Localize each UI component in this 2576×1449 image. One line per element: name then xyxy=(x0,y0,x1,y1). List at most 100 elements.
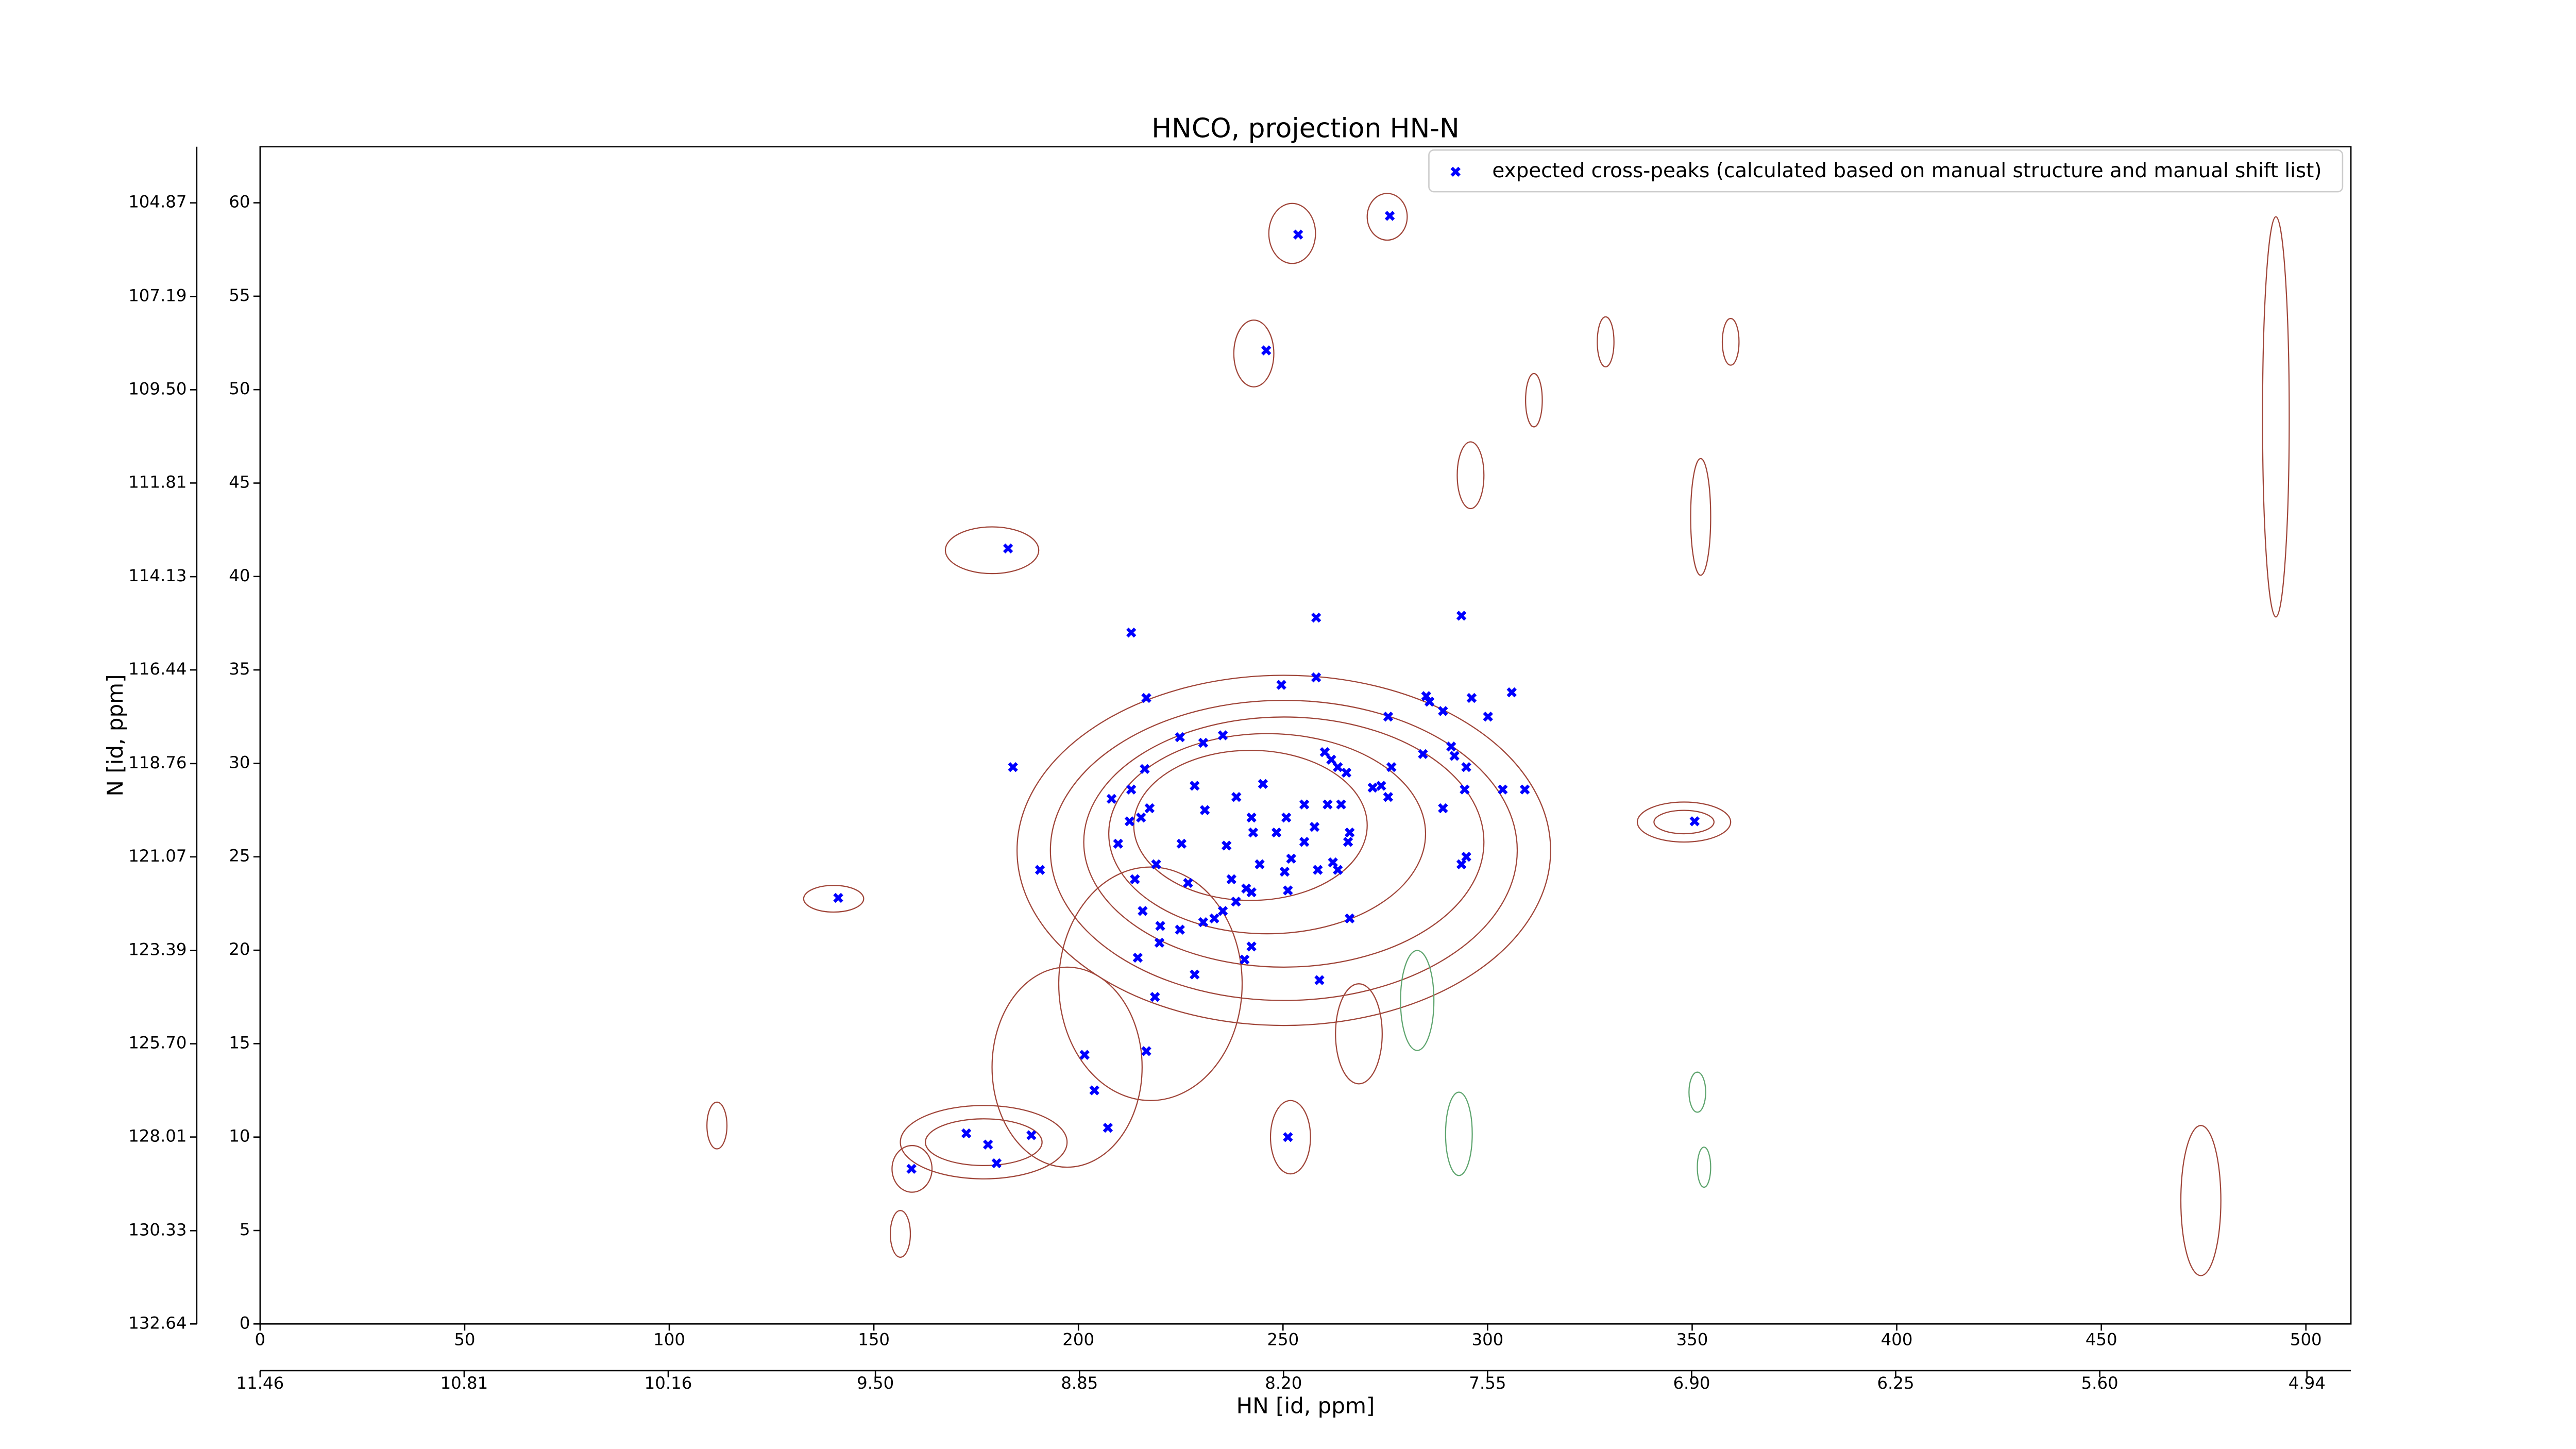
y-tick-label: 45 xyxy=(229,472,250,492)
x-tick-label: 500 xyxy=(2290,1330,2322,1350)
cross-peak xyxy=(1283,885,1293,896)
cross-peak xyxy=(1079,1050,1090,1060)
cross-peak xyxy=(1141,693,1151,703)
cross-peak xyxy=(1113,838,1123,849)
cross-peak xyxy=(1386,762,1397,772)
cross-peak xyxy=(1418,749,1428,760)
cross-peak xyxy=(1155,921,1165,931)
cross-peak xyxy=(1132,952,1143,963)
cross-peak xyxy=(1136,812,1146,823)
x2-tick-label: 11.46 xyxy=(236,1373,284,1393)
cross-peak xyxy=(1506,687,1517,698)
cross-peak xyxy=(1246,887,1257,898)
cross-peak xyxy=(1384,211,1395,221)
cross-peak xyxy=(1183,878,1193,888)
cross-peak xyxy=(1149,991,1160,1002)
cross-peak xyxy=(1026,1130,1037,1140)
x-axis-label: HN [id, ppm] xyxy=(1236,1393,1375,1419)
y2-tick-label: 130.33 xyxy=(128,1220,187,1239)
cross-peak xyxy=(1438,803,1448,814)
cross-peak xyxy=(1103,1122,1113,1133)
x2-tick-label: 4.94 xyxy=(2289,1373,2326,1393)
cross-peak xyxy=(1151,859,1161,869)
y-tick-label: 20 xyxy=(229,939,250,959)
cross-peak xyxy=(1438,706,1448,716)
cross-peak xyxy=(1311,672,1321,683)
cross-peak xyxy=(1689,816,1700,827)
cross-peak xyxy=(1345,827,1355,838)
y-tick-label: 5 xyxy=(240,1220,250,1239)
x-tick-label: 100 xyxy=(653,1330,685,1350)
cross-peak xyxy=(1198,737,1209,748)
cross-peak xyxy=(1271,827,1282,838)
cross-peak xyxy=(1293,229,1303,240)
cross-peak xyxy=(1314,975,1325,985)
y-tick-label: 55 xyxy=(229,285,250,305)
cross-peak xyxy=(1309,821,1320,832)
cross-peak xyxy=(1319,747,1330,757)
chart-title: HNCO, projection HN-N xyxy=(1151,113,1460,144)
cross-peak xyxy=(1343,836,1353,847)
cross-peak xyxy=(1276,680,1286,690)
cross-peak xyxy=(1456,611,1467,621)
cross-peak xyxy=(1345,913,1355,924)
cross-peak xyxy=(1328,857,1338,868)
cross-peak xyxy=(1332,762,1343,772)
x2-tick-label: 10.16 xyxy=(645,1373,692,1393)
x2-tick-label: 5.60 xyxy=(2081,1373,2119,1393)
cross-peak xyxy=(1126,627,1137,638)
cross-peak xyxy=(1449,751,1460,761)
cross-peak xyxy=(1332,865,1343,875)
y2-tick-label: 121.07 xyxy=(128,846,187,866)
cross-peak xyxy=(1299,799,1310,810)
cross-peak xyxy=(1141,1046,1151,1056)
cross-peak xyxy=(1089,1085,1099,1096)
y-tick-label: 50 xyxy=(229,379,250,398)
cross-peak xyxy=(1246,812,1257,823)
cross-peak xyxy=(1336,799,1346,810)
cross-peak xyxy=(1231,897,1241,907)
x-tick-label: 0 xyxy=(255,1330,266,1350)
legend-box xyxy=(1428,149,2344,193)
x-tick-label: 150 xyxy=(858,1330,890,1350)
cross-peak xyxy=(1217,906,1228,916)
cross-peak xyxy=(1323,799,1333,810)
cross-peak xyxy=(1239,954,1250,965)
cross-peak xyxy=(1248,827,1259,838)
cross-peak xyxy=(1483,712,1493,722)
x2-tick-label: 8.85 xyxy=(1061,1373,1098,1393)
x2-tick-label: 10.81 xyxy=(440,1373,488,1393)
cross-peak xyxy=(1231,791,1242,802)
cross-peak xyxy=(1130,874,1140,884)
x2-tick-label: 6.25 xyxy=(1877,1373,1914,1393)
cross-peak xyxy=(1140,764,1150,774)
y2-tick-label: 132.64 xyxy=(128,1313,187,1333)
cross-peak xyxy=(1144,803,1155,814)
y-tick-label: 35 xyxy=(229,659,250,679)
cross-peak xyxy=(1246,941,1257,952)
cross-peak xyxy=(1126,784,1137,795)
x2-tick-label: 9.50 xyxy=(857,1373,894,1393)
cross-peak xyxy=(1106,794,1117,804)
cross-peak xyxy=(982,1139,993,1150)
cross-peak xyxy=(1154,937,1165,948)
cross-peak xyxy=(1255,859,1265,869)
x2-tick-label: 7.55 xyxy=(1469,1373,1506,1393)
cross-peak xyxy=(1138,906,1148,916)
cross-peak xyxy=(1299,836,1310,847)
y2-tick-label: 111.81 xyxy=(128,472,187,492)
cross-peak xyxy=(1460,784,1470,795)
cross-peak xyxy=(1311,612,1321,623)
cross-peak xyxy=(1190,781,1200,791)
cross-peak xyxy=(1124,816,1135,827)
y-tick-label: 0 xyxy=(240,1313,250,1333)
cross-peak xyxy=(1190,969,1200,980)
x-tick-label: 50 xyxy=(454,1330,475,1350)
plot-frame xyxy=(259,146,2352,1325)
cross-peak xyxy=(1035,865,1045,875)
x2-tick-label: 8.20 xyxy=(1265,1373,1302,1393)
cross-peak xyxy=(1003,543,1013,554)
cross-peak xyxy=(1446,742,1456,752)
cross-peak xyxy=(1199,805,1210,815)
y2-tick-label: 125.70 xyxy=(128,1033,187,1053)
